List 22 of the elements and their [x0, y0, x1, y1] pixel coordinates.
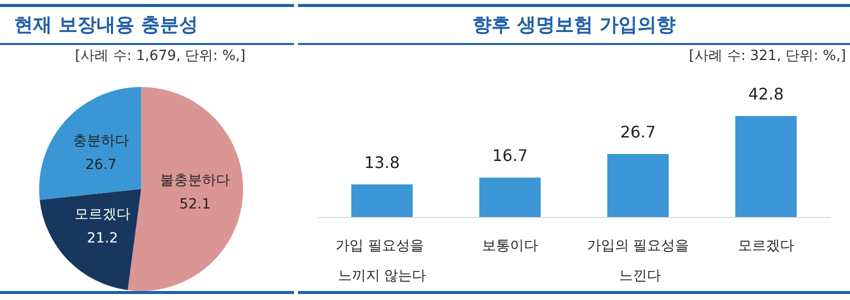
data-label: 13.8 [364, 152, 400, 172]
data-label: 42.8 [748, 84, 784, 104]
data-label: 52.1 [179, 196, 211, 213]
slice-label: 불충분하다 [160, 172, 230, 189]
chart-subtitle: [사례 수: 321, 단위: %,] [688, 47, 846, 65]
bar [735, 116, 797, 217]
chart-title: 향후 생명보험 가입의향 [298, 7, 850, 45]
slice-label: 충분하다 [72, 132, 129, 149]
bar [479, 178, 541, 217]
data-label: 21.2 [86, 230, 118, 247]
chart-title: 현재 보장내용 충분성 [0, 7, 294, 45]
x-tick-label: 보통이다 [482, 238, 538, 254]
x-tick-label: 가입 필요성을 느끼지 않는다 [336, 238, 428, 284]
bar [351, 184, 413, 217]
data-label: 26.7 [620, 122, 656, 142]
x-tick-label: 모르겠다 [738, 238, 794, 254]
x-tick-label: 가입의 필요성을 느낀다 [586, 238, 690, 284]
bar [607, 154, 669, 217]
data-label: 16.7 [492, 146, 528, 166]
chart-subtitle: [사례 수: 1,679, 단위: %,] [75, 47, 246, 65]
slice-label: 모르겠다 [74, 206, 130, 223]
data-label: 26.7 [85, 156, 117, 173]
